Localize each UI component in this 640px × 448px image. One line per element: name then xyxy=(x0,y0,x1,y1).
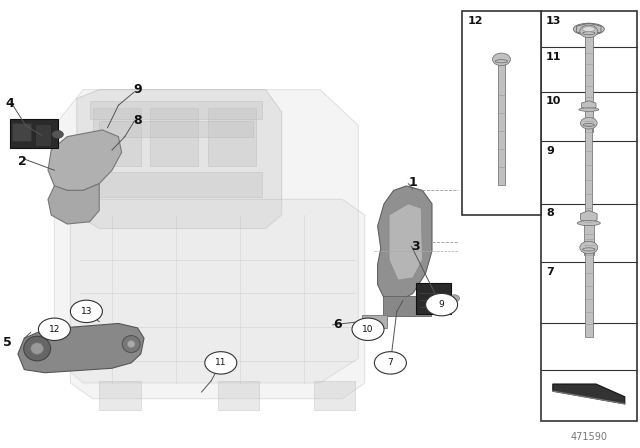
Bar xyxy=(12,123,31,141)
Polygon shape xyxy=(378,186,432,302)
Text: 2: 2 xyxy=(18,155,27,168)
Bar xyxy=(585,110,593,132)
Bar xyxy=(35,124,51,146)
Text: 11: 11 xyxy=(546,52,561,61)
Ellipse shape xyxy=(495,60,508,63)
Ellipse shape xyxy=(579,108,599,112)
Ellipse shape xyxy=(449,295,460,302)
Bar xyxy=(314,381,355,410)
Polygon shape xyxy=(48,184,99,224)
Text: 13: 13 xyxy=(546,16,561,26)
Ellipse shape xyxy=(573,23,604,35)
Polygon shape xyxy=(54,90,358,383)
Bar xyxy=(10,119,58,148)
Bar xyxy=(99,381,141,410)
Text: 7: 7 xyxy=(546,267,554,276)
Circle shape xyxy=(352,318,384,340)
Bar xyxy=(99,121,253,137)
Bar xyxy=(90,172,262,197)
Text: 11: 11 xyxy=(215,358,227,367)
Text: 9: 9 xyxy=(546,146,554,155)
Bar xyxy=(218,381,259,410)
Ellipse shape xyxy=(31,343,44,354)
Text: 1: 1 xyxy=(408,176,417,190)
Circle shape xyxy=(426,293,458,316)
Text: 6: 6 xyxy=(333,318,341,332)
Bar xyxy=(93,108,141,166)
Bar xyxy=(462,11,541,215)
Text: 9: 9 xyxy=(439,300,444,309)
Polygon shape xyxy=(553,384,625,404)
Bar xyxy=(416,283,451,314)
Bar xyxy=(585,31,593,108)
Circle shape xyxy=(205,352,237,374)
Text: 5: 5 xyxy=(3,336,12,349)
Polygon shape xyxy=(70,199,365,399)
Ellipse shape xyxy=(127,340,135,348)
Text: 7: 7 xyxy=(388,358,393,367)
Circle shape xyxy=(580,25,598,38)
Text: 9: 9 xyxy=(133,83,141,96)
Text: 8: 8 xyxy=(546,208,554,218)
Ellipse shape xyxy=(52,130,63,138)
Bar xyxy=(150,108,198,166)
Polygon shape xyxy=(580,211,597,223)
Bar xyxy=(498,59,506,185)
Bar xyxy=(90,101,262,119)
Circle shape xyxy=(493,53,511,65)
Bar xyxy=(584,223,594,255)
Ellipse shape xyxy=(122,336,140,353)
Ellipse shape xyxy=(577,220,600,226)
Polygon shape xyxy=(577,23,601,35)
Ellipse shape xyxy=(582,248,595,251)
Ellipse shape xyxy=(582,32,595,35)
Circle shape xyxy=(70,300,102,323)
Text: 471590: 471590 xyxy=(570,432,607,442)
Circle shape xyxy=(580,117,597,129)
Ellipse shape xyxy=(366,319,374,324)
Ellipse shape xyxy=(24,336,51,361)
Bar xyxy=(208,108,256,166)
Text: 12: 12 xyxy=(49,325,60,334)
Text: 8: 8 xyxy=(133,114,141,128)
Text: 10: 10 xyxy=(362,325,374,334)
Polygon shape xyxy=(18,323,144,373)
Ellipse shape xyxy=(582,26,595,31)
Text: 4: 4 xyxy=(5,96,14,110)
Polygon shape xyxy=(77,90,282,228)
Text: 12: 12 xyxy=(467,16,483,26)
Circle shape xyxy=(374,352,406,374)
Ellipse shape xyxy=(583,124,595,126)
Bar xyxy=(585,247,593,337)
Bar xyxy=(383,296,431,316)
Bar xyxy=(362,315,387,328)
Circle shape xyxy=(580,241,598,254)
Bar xyxy=(541,11,637,421)
Bar xyxy=(585,123,593,222)
Circle shape xyxy=(38,318,70,340)
Polygon shape xyxy=(582,101,596,110)
Polygon shape xyxy=(389,204,422,280)
Text: 3: 3 xyxy=(412,240,420,253)
Text: 13: 13 xyxy=(81,307,92,316)
Polygon shape xyxy=(48,130,122,190)
Text: 10: 10 xyxy=(546,96,561,106)
